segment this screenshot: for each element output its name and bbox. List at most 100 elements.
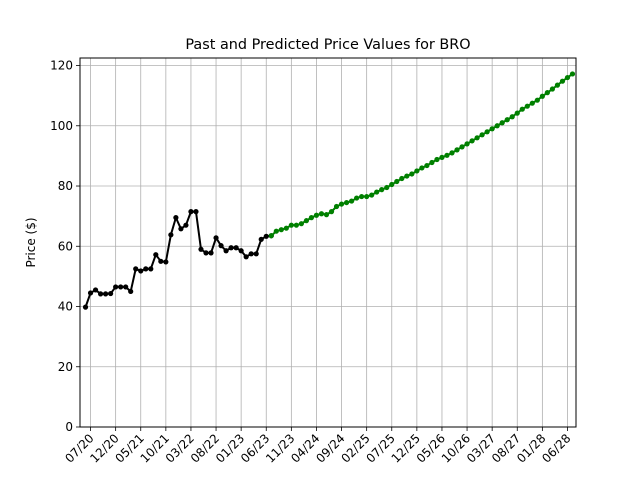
- predicted-data-point: [343, 199, 350, 206]
- predicted-data-point: [434, 156, 440, 163]
- past-data-point: [103, 291, 109, 297]
- series-layer: [82, 71, 576, 310]
- plot-frame: [79, 57, 577, 428]
- past-data-point: [213, 235, 219, 241]
- past-data-point: [223, 248, 229, 254]
- predicted-data-point: [549, 86, 556, 92]
- past-data-point: [188, 209, 194, 215]
- plot-area: [80, 58, 576, 427]
- predicted-data-point: [454, 147, 460, 153]
- predicted-data-point: [369, 192, 375, 198]
- past-data-point: [228, 245, 234, 251]
- y-tick-label: 100: [50, 119, 73, 133]
- predicted-data-point: [504, 117, 510, 123]
- predicted-data-point: [419, 165, 425, 171]
- predicted-data-point: [544, 90, 550, 96]
- past-data-point: [203, 250, 209, 256]
- past-data-point: [97, 291, 104, 297]
- predicted-data-point: [379, 187, 385, 193]
- predicted-data-point: [409, 171, 415, 177]
- predicted-data-point: [449, 150, 455, 156]
- predicted-data-point: [489, 126, 495, 132]
- predicted-data-point: [509, 114, 515, 120]
- predicted-data-point: [384, 184, 390, 191]
- past-data-point: [133, 266, 139, 272]
- predicted-data-point: [404, 173, 410, 179]
- predicted-data-point: [394, 178, 400, 185]
- predicted-data-point: [374, 189, 380, 195]
- y-tick-label: 40: [58, 300, 73, 314]
- past-data-point: [253, 251, 259, 257]
- past-data-point: [173, 215, 179, 221]
- y-tick-label: 120: [50, 59, 73, 73]
- past-data-point: [163, 259, 169, 265]
- predicted-data-point: [459, 144, 465, 150]
- chart-title: Past and Predicted Price Values for BRO: [185, 37, 470, 53]
- predicted-data-point: [364, 193, 370, 200]
- predicted-data-point: [338, 201, 345, 207]
- predicted-data-point: [328, 209, 335, 215]
- predicted-data-point: [539, 93, 545, 99]
- past-data-point: [263, 233, 269, 239]
- past-data-point: [128, 288, 134, 295]
- predicted-data-point: [469, 138, 475, 144]
- predicted-data-point: [399, 175, 405, 182]
- y-axis-label: Price ($): [24, 217, 38, 267]
- past-data-point: [238, 248, 244, 254]
- past-data-point: [148, 266, 154, 272]
- y-tick-label: 0: [65, 420, 73, 434]
- y-tick-label: 60: [58, 239, 73, 253]
- predicted-data-point: [318, 211, 325, 217]
- predicted-data-point: [499, 120, 505, 126]
- predicted-data-point: [494, 123, 500, 129]
- predicted-data-point: [308, 215, 315, 221]
- past-data-point: [233, 245, 239, 251]
- predicted-data-point: [424, 162, 430, 169]
- predicted-data-point: [514, 110, 520, 116]
- predicted-data-point: [349, 198, 355, 204]
- predicted-data-point: [439, 154, 445, 160]
- past-data-point: [143, 266, 149, 272]
- predicted-data-point: [283, 225, 289, 231]
- past-data-point: [168, 232, 174, 238]
- past-data-point: [113, 284, 119, 290]
- predicted-data-point: [534, 97, 540, 103]
- past-data-point: [258, 236, 264, 242]
- predicted-data-point: [288, 222, 294, 228]
- x-tick-label: 06/28: [539, 431, 573, 465]
- predicted-data-point: [529, 100, 535, 106]
- predicted-data-point: [333, 203, 340, 210]
- past-data-point: [248, 251, 254, 257]
- grid-layer: [80, 58, 576, 428]
- predicted-data-point: [464, 141, 470, 147]
- past-data-point: [82, 304, 89, 310]
- predicted-data-point: [323, 212, 330, 218]
- past-data-point: [123, 284, 129, 290]
- predicted-data-point: [559, 78, 566, 84]
- past-data-point: [183, 222, 189, 228]
- predicted-data-point: [354, 195, 360, 201]
- past-data-point: [158, 258, 164, 264]
- y-tick-label: 20: [58, 360, 73, 374]
- past-data-point: [243, 254, 249, 260]
- predicted-data-point: [444, 152, 450, 158]
- predicted-data-point: [414, 168, 420, 174]
- predicted-data-point: [554, 82, 561, 88]
- predicted-data-point: [273, 228, 279, 234]
- predicted-data-point: [359, 193, 365, 200]
- past-data-point: [208, 250, 214, 256]
- predicted-data-point: [389, 181, 395, 188]
- predicted-data-point: [474, 135, 480, 141]
- past-data-point: [178, 226, 184, 232]
- predicted-data-point: [278, 227, 284, 233]
- predicted-data-point: [303, 218, 310, 224]
- predicted-data-point: [484, 129, 490, 135]
- predicted-data-point: [569, 71, 576, 77]
- y-tick-label: 80: [58, 179, 73, 193]
- past-data-point: [198, 246, 204, 252]
- past-data-point: [138, 268, 144, 274]
- predicted-data-point: [298, 221, 304, 227]
- predicted-data-point: [313, 212, 320, 218]
